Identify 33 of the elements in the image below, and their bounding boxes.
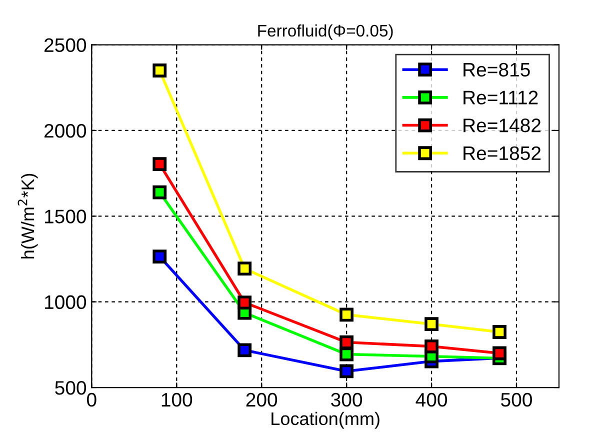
x-tick-label: 0	[87, 392, 96, 407]
legend-label: Re=815	[464, 62, 530, 77]
legend-label: Re=1112	[464, 90, 538, 104]
point	[152, 157, 167, 172]
x-tick-label: 100	[162, 392, 192, 407]
y-axis-title: h(W/m$^{2}$*K)	[18, 174, 38, 258]
x-tick-label: 300	[331, 392, 362, 407]
point	[492, 325, 506, 339]
y-tick-label: 2000	[44, 124, 86, 138]
y-tick-label: 500	[55, 380, 86, 395]
point	[424, 339, 438, 354]
y-tick-label: 2500	[44, 38, 86, 52]
point	[152, 185, 167, 200]
chart-title: Ferrofluid(Φ=0.05)	[258, 24, 393, 40]
point	[424, 317, 438, 332]
point	[340, 335, 354, 350]
x-tick-label: 400	[416, 392, 447, 407]
y-tick-label: 1500	[45, 210, 86, 224]
point	[238, 262, 252, 276]
legend-label: Re=1482	[464, 118, 541, 132]
point	[238, 343, 252, 358]
point	[492, 346, 506, 360]
point	[238, 296, 252, 310]
point	[152, 250, 167, 264]
x-tick-label: 500	[501, 392, 532, 407]
x-axis-title: Location(mm)	[272, 412, 380, 429]
x-tick-label: 200	[246, 392, 278, 407]
point	[340, 347, 354, 362]
legend-label: Re=1852	[464, 146, 541, 160]
point	[340, 308, 354, 322]
point	[152, 64, 167, 78]
point	[340, 364, 354, 378]
y-tick-label: 1000	[45, 295, 86, 310]
